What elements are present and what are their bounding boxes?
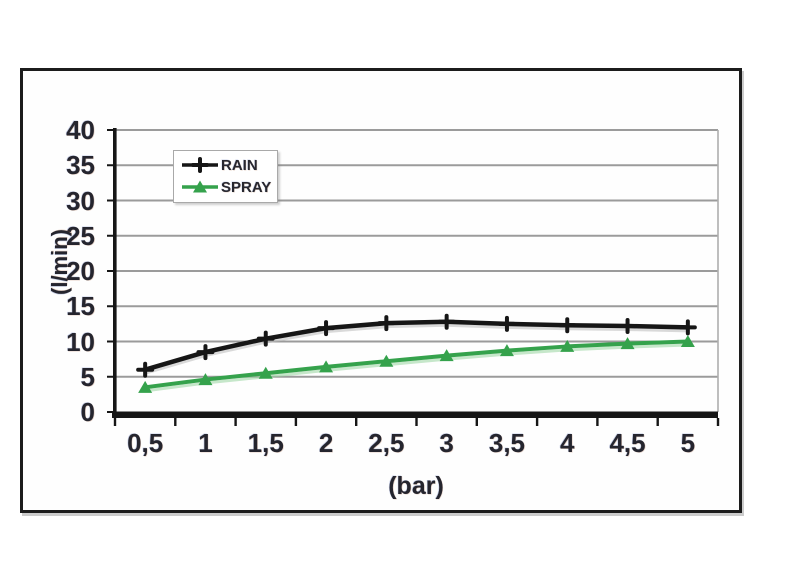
x-tick-label: 1,5 xyxy=(247,428,284,458)
legend-item-rain: RAIN xyxy=(180,154,277,176)
y-tick-label: 25 xyxy=(66,220,95,251)
legend-label-spray: SPRAY xyxy=(221,178,272,196)
x-tick-label: 2,5 xyxy=(368,428,405,458)
x-tick-label: 2 xyxy=(318,428,334,458)
y-tick-label: 20 xyxy=(66,256,95,286)
x-tick-label: 4 xyxy=(560,428,575,458)
y-tick-label: 40 xyxy=(66,115,95,145)
x-axis-title: (bar) xyxy=(388,472,444,500)
x-tick-label: 3 xyxy=(439,428,454,458)
y-tick-label: 15 xyxy=(66,291,95,322)
chart-legend: RAIN SPRAY xyxy=(173,150,278,203)
legend-label-rain: RAIN xyxy=(221,156,258,174)
y-axis-title: (l/min) xyxy=(47,229,72,295)
spray-line-marker-sample xyxy=(182,180,218,193)
y-tick-label: 10 xyxy=(66,326,95,357)
x-tick-label: 4,5 xyxy=(609,428,646,458)
chart-figure: 40 35 30 25 20 15 10 5 0 0,5 1 1,5 2 2,5… xyxy=(20,68,742,513)
y-tick-label: 5 xyxy=(80,361,95,392)
x-tick-label: 3,5 xyxy=(488,428,526,458)
x-tick-label: 5 xyxy=(680,428,696,458)
legend-item-spray: SPRAY xyxy=(180,176,277,198)
rain-line-marker-sample xyxy=(182,157,218,173)
x-tick-label: 1 xyxy=(198,428,213,458)
x-tick-label: 0,5 xyxy=(127,428,164,458)
y-tick-label: 35 xyxy=(66,150,95,181)
y-tick-label: 30 xyxy=(66,185,95,216)
y-tick-label: 0 xyxy=(80,397,95,427)
